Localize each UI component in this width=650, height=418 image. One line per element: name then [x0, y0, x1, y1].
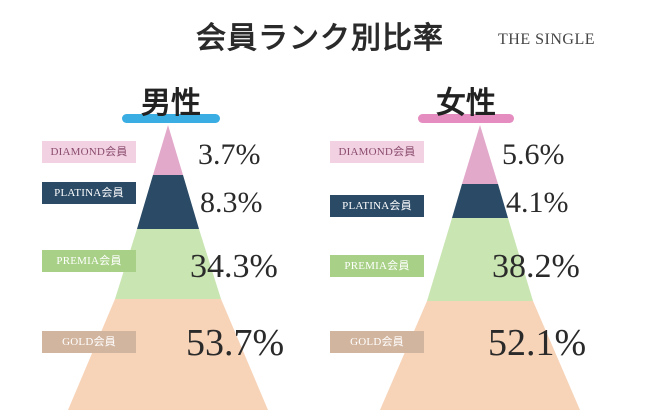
- male-gold-percent: 53.7%: [186, 322, 285, 364]
- male-gold-tier: [68, 299, 268, 410]
- female-heading-label: 女性: [436, 86, 496, 121]
- female-heading: 女性: [418, 86, 514, 126]
- female-platina-tier: [452, 184, 508, 218]
- female-diamond-badge: DIAMOND会員: [330, 141, 424, 163]
- female-gold-badge: GOLD会員: [330, 331, 424, 353]
- male-premia-badge: PREMIA会員: [42, 250, 136, 272]
- page-title: 会員ランク別比率: [196, 21, 444, 56]
- female-premia-badge: PREMIA会員: [330, 255, 424, 277]
- male-gold-badge: GOLD会員: [42, 331, 136, 353]
- female-platina-percent: 4.1%: [506, 186, 569, 219]
- female-diamond-tier: [462, 125, 498, 184]
- female-platina-badge: PLATINA会員: [330, 195, 424, 217]
- female-premia-tier: [427, 218, 533, 301]
- male-diamond-percent: 3.7%: [198, 138, 261, 171]
- female-heading-bar: [418, 114, 514, 123]
- male-premia-percent: 34.3%: [190, 248, 278, 285]
- female-premia-percent: 38.2%: [492, 248, 580, 285]
- male-heading: 男性: [122, 86, 220, 126]
- female-diamond-percent: 5.6%: [502, 138, 565, 171]
- male-heading-bar: [122, 114, 220, 123]
- male-platina-badge: PLATINA会員: [42, 182, 136, 204]
- male-heading-label: 男性: [141, 86, 201, 121]
- female-gold-tier: [380, 301, 580, 410]
- brand-logo: THE SINGLE: [498, 31, 595, 48]
- male-diamond-badge: DIAMOND会員: [42, 141, 136, 163]
- male-diamond-tier: [153, 125, 183, 175]
- male-platina-tier: [137, 175, 199, 229]
- male-premia-tier: [115, 229, 221, 299]
- male-platina-percent: 8.3%: [200, 186, 263, 219]
- female-gold-percent: 52.1%: [488, 322, 587, 364]
